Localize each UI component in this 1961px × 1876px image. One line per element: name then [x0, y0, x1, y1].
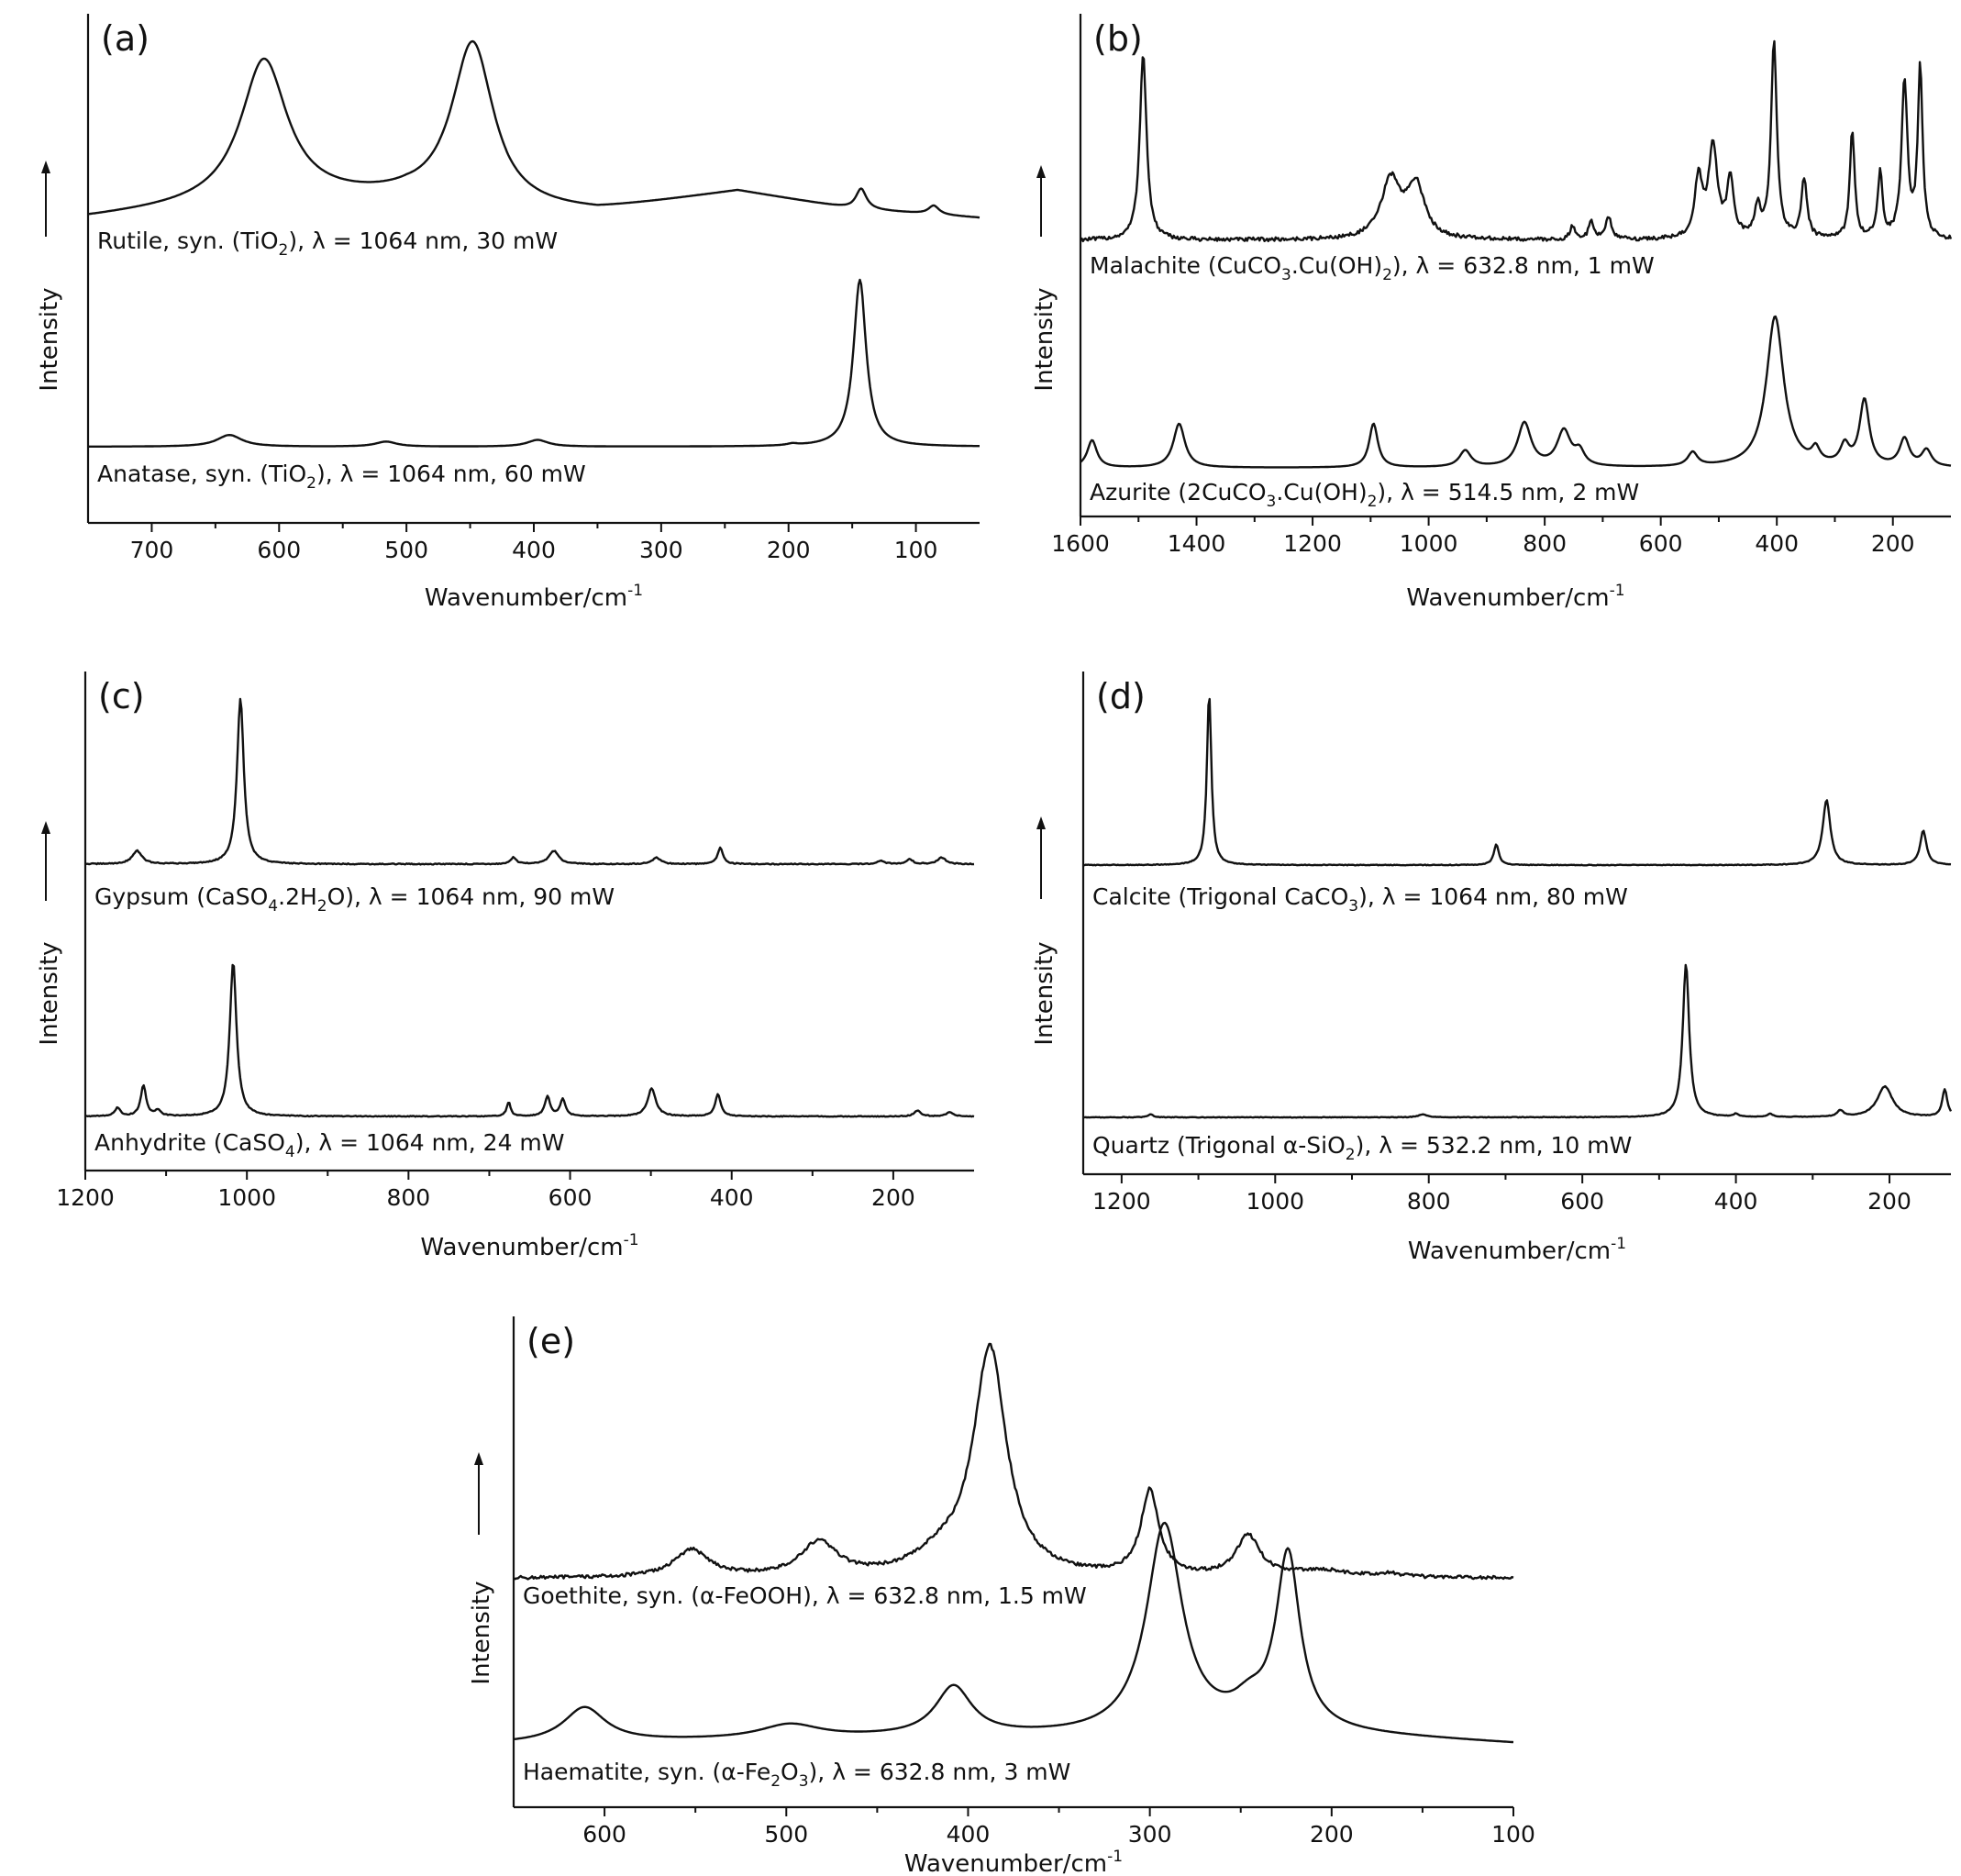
chart-panel-e: 600 500 400 300 200 100 Wavenumber/cm-1 Intensi…	[468, 1316, 1535, 1876]
spectrum-label: Rutile, syn. (TiO2), λ = 1064 nm, 30 mW	[97, 228, 558, 260]
x-tick-label: 1000	[1400, 530, 1458, 557]
x-tick-label: 100	[894, 537, 938, 563]
x-axis-title: Wavenumber/cm-1	[420, 1231, 638, 1261]
y-axis-title: Intensity	[1031, 287, 1058, 391]
x-tick-label: 1600	[1051, 530, 1110, 557]
x-tick-label: 400	[710, 1184, 754, 1211]
spectrum-line-1	[1080, 39, 1953, 243]
x-tick-label: 200	[767, 537, 811, 563]
spectrum-label: Quartz (Trigonal α-SiO2), λ = 532.2 nm, …	[1092, 1132, 1632, 1164]
x-tick-label: 600	[1560, 1188, 1604, 1215]
y-axis-title: Intensity	[36, 941, 63, 1045]
panel-letter: (d)	[1096, 676, 1146, 716]
x-tick-label: 600	[548, 1184, 593, 1211]
x-tick-label: 1000	[1246, 1188, 1304, 1215]
x-axis-title: Wavenumber/cm-1	[425, 582, 643, 612]
chart-panel-b: 1600 1400 1200 1000 800 600 400 200 Wavenumber/c…	[1031, 14, 1953, 612]
y-axis-title: Intensity	[36, 287, 63, 391]
spectrum-label: Calcite (Trigonal CaCO3), λ = 1064 nm, 8…	[1092, 883, 1628, 916]
x-tick-label: 400	[947, 1821, 991, 1848]
spectrum-line-1	[1082, 697, 1952, 867]
x-tick-label: 200	[1310, 1821, 1354, 1848]
spectrum-label: Goethite, syn. (α-FeOOH), λ = 632.8 nm, …	[523, 1582, 1087, 1609]
x-tick-label: 1200	[1283, 530, 1342, 557]
y-axis-title: Intensity	[1031, 941, 1058, 1045]
chart-panel-c: 1200 1000 800 600 400 200 Wavenumber/cm-1 Inten…	[36, 672, 975, 1261]
spectrum-line-2	[513, 1521, 1514, 1744]
x-tick-label: 700	[130, 537, 174, 563]
spectrum-label: Haematite, syn. (α-Fe2O3), λ = 632.8 nm,…	[523, 1759, 1070, 1791]
spectrum-label: Gypsum (CaSO4.2H2O), λ = 1064 nm, 90 mW	[94, 883, 615, 916]
spectrum-line-2	[88, 278, 980, 448]
x-tick-label: 1400	[1168, 530, 1226, 557]
arrow-head-icon	[1036, 816, 1046, 829]
arrow-head-icon	[474, 1452, 483, 1465]
spectrum-line-2	[1082, 963, 1953, 1119]
x-tick-label: 600	[1639, 530, 1683, 557]
arrow-head-icon	[41, 821, 50, 834]
spectrum-label: Azurite (2CuCO3.Cu(OH)2), λ = 514.5 nm, …	[1090, 479, 1639, 511]
x-tick-label: 1200	[1092, 1188, 1151, 1215]
x-tick-label: 500	[384, 537, 428, 563]
x-tick-label: 800	[387, 1184, 431, 1211]
x-axis-title: Wavenumber/cm-1	[1408, 1235, 1626, 1265]
panel-letter: (a)	[101, 18, 150, 59]
y-axis-title: Intensity	[468, 1581, 495, 1684]
x-tick-label: 200	[1871, 530, 1915, 557]
x-tick-label: 400	[1755, 530, 1799, 557]
x-tick-label: 400	[1714, 1188, 1758, 1215]
x-tick-label: 100	[1491, 1821, 1535, 1848]
chart-panel-d: 1200 1000 800 600 400 200 Wavenumber/cm-1 Inten…	[1031, 672, 1953, 1265]
x-tick-label: 1000	[217, 1184, 276, 1211]
arrow-head-icon	[41, 161, 50, 173]
panel-letter: (b)	[1093, 18, 1143, 59]
spectrum-line-1	[513, 1342, 1514, 1581]
x-tick-label: 300	[1128, 1821, 1172, 1848]
spectrum-line-2	[1080, 315, 1952, 469]
x-tick-label: 200	[1867, 1188, 1911, 1215]
spectrum-label: Anhydrite (CaSO4), λ = 1064 nm, 24 mW	[94, 1129, 565, 1161]
x-tick-label: 600	[582, 1821, 626, 1848]
panel-letter: (c)	[98, 676, 145, 716]
x-tick-label: 800	[1523, 530, 1567, 557]
x-tick-label: 200	[871, 1184, 915, 1211]
chart-panel-a: 700 600 500 400 300 200 100 Wavenumber/cm-1 Inte…	[36, 14, 980, 612]
x-tick-label: 300	[639, 537, 683, 563]
spectrum-line-1	[87, 39, 980, 219]
x-tick-label: 500	[764, 1821, 808, 1848]
spectrum-line-2	[84, 963, 975, 1118]
spectrum-line-1	[84, 697, 975, 866]
x-tick-label: 1200	[56, 1184, 115, 1211]
x-axis-title: Wavenumber/cm-1	[904, 1848, 1123, 1876]
panel-letter: (e)	[526, 1321, 575, 1361]
spectrum-label: Anatase, syn. (TiO2), λ = 1064 nm, 60 mW	[97, 461, 586, 493]
x-axis-title: Wavenumber/cm-1	[1406, 582, 1624, 612]
arrow-head-icon	[1036, 165, 1046, 178]
x-tick-label: 800	[1407, 1188, 1451, 1215]
x-tick-label: 400	[512, 537, 556, 563]
spectrum-label: Malachite (CuCO3.Cu(OH)2), λ = 632.8 nm,…	[1090, 252, 1655, 284]
x-tick-label: 600	[257, 537, 301, 563]
